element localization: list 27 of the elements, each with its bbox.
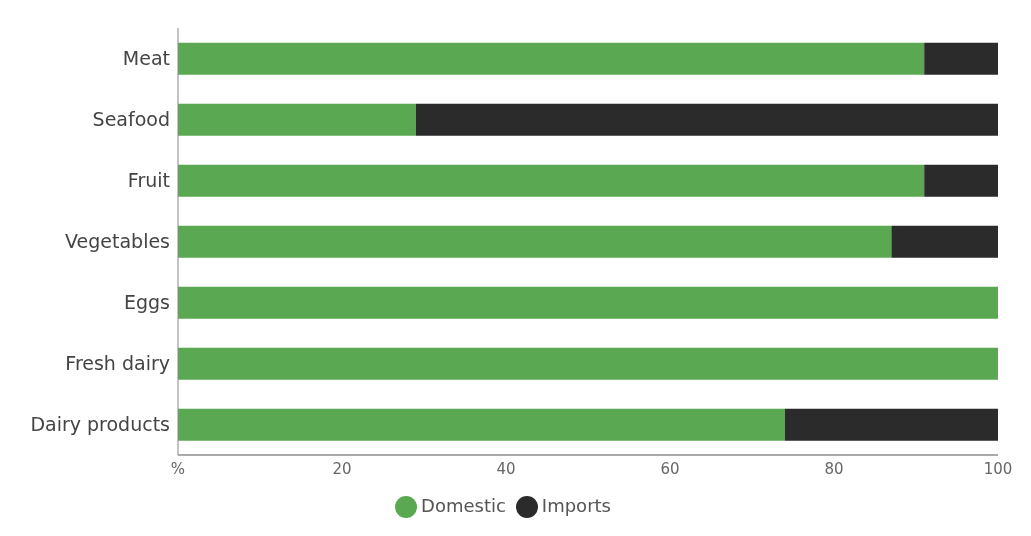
- x-tick-label: %: [170, 459, 186, 478]
- bar: [415, 103, 998, 136]
- y-tick-label: Meat: [122, 47, 170, 70]
- y-tick-label: Vegetables: [65, 230, 170, 253]
- x-tick-label: 80: [824, 459, 844, 478]
- bar: [924, 164, 998, 197]
- y-tick-label: Dairy products: [30, 413, 170, 436]
- y-tick-label: Seafood: [92, 108, 170, 131]
- y-tick-label: Fruit: [127, 169, 170, 192]
- x-tick-label: 20: [332, 459, 352, 478]
- y-tick-label: Eggs: [123, 291, 170, 314]
- x-tick-label: 40: [496, 459, 516, 478]
- bar: [178, 408, 785, 441]
- bar: [178, 347, 998, 380]
- legend-label: Domestic: [421, 495, 506, 516]
- bar: [178, 286, 998, 319]
- bar: [924, 42, 998, 75]
- bar: [891, 225, 998, 258]
- legend-label: Imports: [541, 495, 611, 516]
- bar: [178, 164, 925, 197]
- bar: [178, 103, 416, 136]
- bar: [178, 42, 925, 75]
- x-tick-label: 100: [983, 459, 1013, 478]
- bar: [784, 408, 998, 441]
- bar: [178, 225, 892, 258]
- y-tick-label: Fresh dairy: [65, 352, 170, 375]
- x-tick-label: 60: [660, 459, 680, 478]
